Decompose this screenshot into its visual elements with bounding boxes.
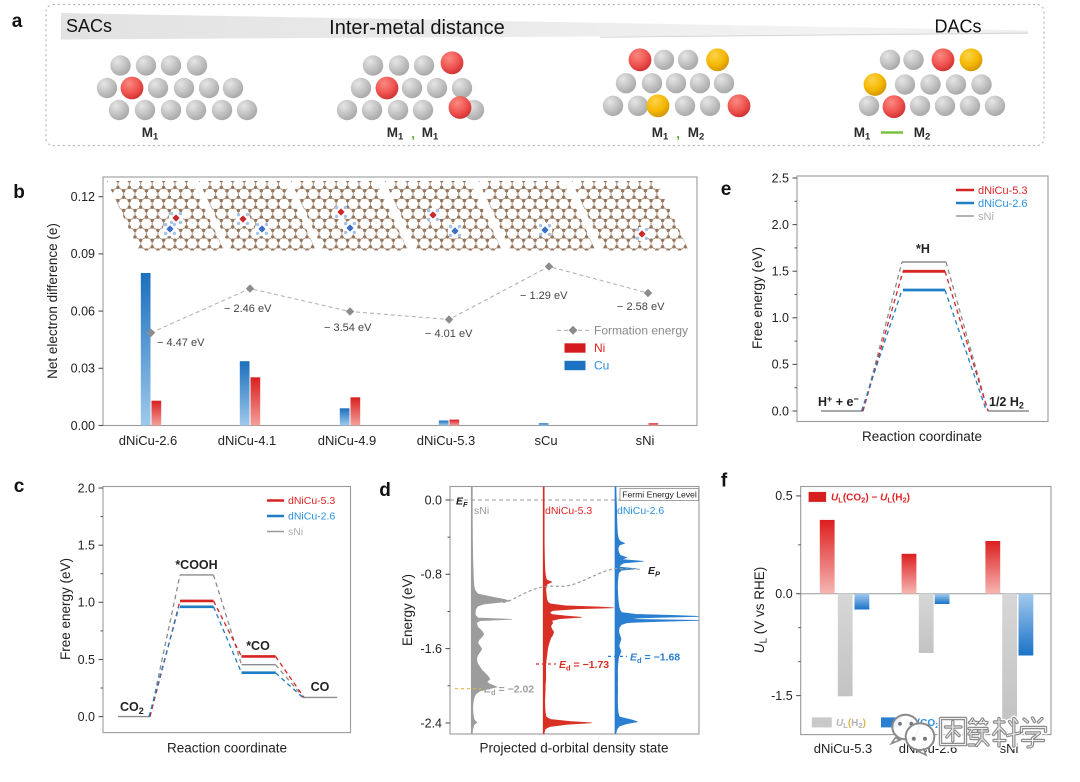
svg-text:EP: EP	[648, 565, 661, 579]
svg-text:Net electron difference (e): Net electron difference (e)	[45, 223, 60, 379]
svg-text:sNi: sNi	[636, 433, 655, 448]
svg-text:0.09: 0.09	[71, 247, 95, 261]
svg-text:Projected d-orbital density st: Projected d-orbital density state	[479, 741, 668, 756]
svg-text:0.0: 0.0	[78, 710, 95, 724]
svg-text:M1: M1	[652, 125, 669, 143]
svg-text:*COOH: *COOH	[175, 558, 217, 572]
svg-text:M2: M2	[688, 125, 705, 143]
svg-text:-1.6: -1.6	[420, 642, 442, 656]
svg-text:CO2: CO2	[120, 700, 144, 716]
svg-text:d: d	[379, 480, 391, 501]
svg-text:b: b	[13, 182, 25, 203]
svg-text:Free energy (eV): Free energy (eV)	[750, 247, 765, 349]
svg-text:− 4.47 eV: − 4.47 eV	[157, 337, 205, 349]
svg-text:-2.4: -2.4	[420, 716, 442, 730]
svg-text:Ed = −2.02: Ed = −2.02	[484, 684, 534, 698]
svg-text:UL(CO2) − UL(H2): UL(CO2) − UL(H2)	[831, 493, 910, 505]
svg-text:sNi: sNi	[978, 211, 994, 223]
svg-text:,: ,	[411, 126, 415, 141]
svg-text:0.5: 0.5	[78, 653, 95, 667]
svg-text:M1: M1	[142, 125, 159, 143]
svg-text:UL(H2): UL(H2)	[836, 718, 866, 730]
svg-text:Formation energy: Formation energy	[594, 324, 688, 338]
svg-text:dNiCu-5.3: dNiCu-5.3	[288, 495, 335, 507]
svg-text:M1: M1	[422, 125, 439, 143]
svg-text:f: f	[721, 471, 728, 492]
svg-text:UL (V vs RHE): UL (V vs RHE)	[752, 567, 770, 654]
svg-text:− 3.54 eV: − 3.54 eV	[324, 322, 372, 334]
svg-text:Energy (eV): Energy (eV)	[400, 574, 415, 646]
svg-text:1.5: 1.5	[772, 265, 789, 279]
svg-text:dNiCu-5.3: dNiCu-5.3	[545, 505, 592, 517]
svg-text:− 1.29 eV: − 1.29 eV	[520, 290, 568, 302]
svg-text:Ed = −1.73: Ed = −1.73	[559, 659, 609, 673]
svg-text:1.0: 1.0	[78, 596, 95, 610]
svg-text:dNiCu-2.6: dNiCu-2.6	[617, 505, 664, 517]
svg-text:-0.8: -0.8	[420, 568, 442, 582]
svg-text:DACs: DACs	[934, 17, 981, 37]
svg-text:SACs: SACs	[66, 16, 112, 36]
svg-text:sNi: sNi	[288, 526, 303, 538]
svg-text:0.5: 0.5	[775, 489, 792, 503]
svg-text:Reaction coordinate: Reaction coordinate	[862, 429, 982, 444]
svg-text:,: ,	[676, 126, 680, 141]
svg-text:− 2.58 eV: − 2.58 eV	[617, 301, 665, 313]
svg-text:Ni: Ni	[594, 341, 605, 355]
svg-text:0.0: 0.0	[772, 404, 789, 418]
svg-text:Cu: Cu	[594, 359, 609, 373]
svg-text:0.03: 0.03	[71, 362, 95, 376]
svg-text:M1: M1	[854, 125, 871, 143]
svg-text:dNiCu-2.6: dNiCu-2.6	[978, 198, 1028, 210]
svg-text:dNiCu-5.3: dNiCu-5.3	[417, 433, 476, 448]
svg-text:Reaction coordinate: Reaction coordinate	[167, 741, 287, 756]
svg-text:2.0: 2.0	[772, 218, 789, 232]
svg-text:EF: EF	[456, 496, 468, 510]
svg-text:dNiCu-2.6: dNiCu-2.6	[288, 511, 335, 523]
svg-text:dNiCu-5.3: dNiCu-5.3	[814, 741, 873, 756]
svg-text:sNi: sNi	[474, 505, 489, 517]
svg-text:CO: CO	[311, 680, 330, 694]
svg-text:Fermi Energy Level: Fermi Energy Level	[622, 490, 697, 500]
svg-text:2.5: 2.5	[772, 171, 789, 185]
svg-text:M2: M2	[914, 125, 931, 143]
svg-text:a: a	[12, 11, 23, 32]
svg-text:H+ + e−: H+ + e−	[818, 394, 859, 409]
svg-text:0.5: 0.5	[772, 358, 789, 372]
svg-text:− 4.01 eV: − 4.01 eV	[425, 328, 473, 340]
svg-text:M1: M1	[387, 125, 404, 143]
svg-text:e: e	[721, 179, 732, 200]
svg-text:*CO: *CO	[246, 639, 270, 653]
svg-text:0.0: 0.0	[775, 587, 792, 601]
svg-text:Free energy (eV): Free energy (eV)	[58, 558, 73, 660]
svg-text:0.00: 0.00	[71, 419, 95, 433]
svg-text:-1.5: -1.5	[771, 689, 793, 703]
svg-text:dNiCu-5.3: dNiCu-5.3	[978, 185, 1028, 197]
svg-text:0.0: 0.0	[425, 493, 442, 507]
svg-text:1.0: 1.0	[772, 311, 789, 325]
svg-text:sCu: sCu	[534, 433, 557, 448]
svg-text:1.5: 1.5	[78, 538, 95, 552]
svg-text:1/2 H2: 1/2 H2	[989, 395, 1024, 411]
svg-text:− 2.46 eV: − 2.46 eV	[224, 303, 272, 315]
svg-text:dNiCu-2.6: dNiCu-2.6	[119, 433, 178, 448]
svg-text:dNiCu-4.1: dNiCu-4.1	[218, 433, 277, 448]
svg-text:Ed = −1.68: Ed = −1.68	[630, 651, 680, 665]
svg-text:c: c	[14, 476, 25, 497]
svg-text:Inter-metal distance: Inter-metal distance	[329, 17, 505, 39]
svg-text:0.06: 0.06	[71, 304, 95, 318]
svg-text:0.12: 0.12	[71, 190, 95, 204]
svg-text:dNiCu-4.9: dNiCu-4.9	[318, 433, 377, 448]
svg-text:2.0: 2.0	[78, 481, 95, 495]
svg-text:*H: *H	[916, 242, 930, 256]
